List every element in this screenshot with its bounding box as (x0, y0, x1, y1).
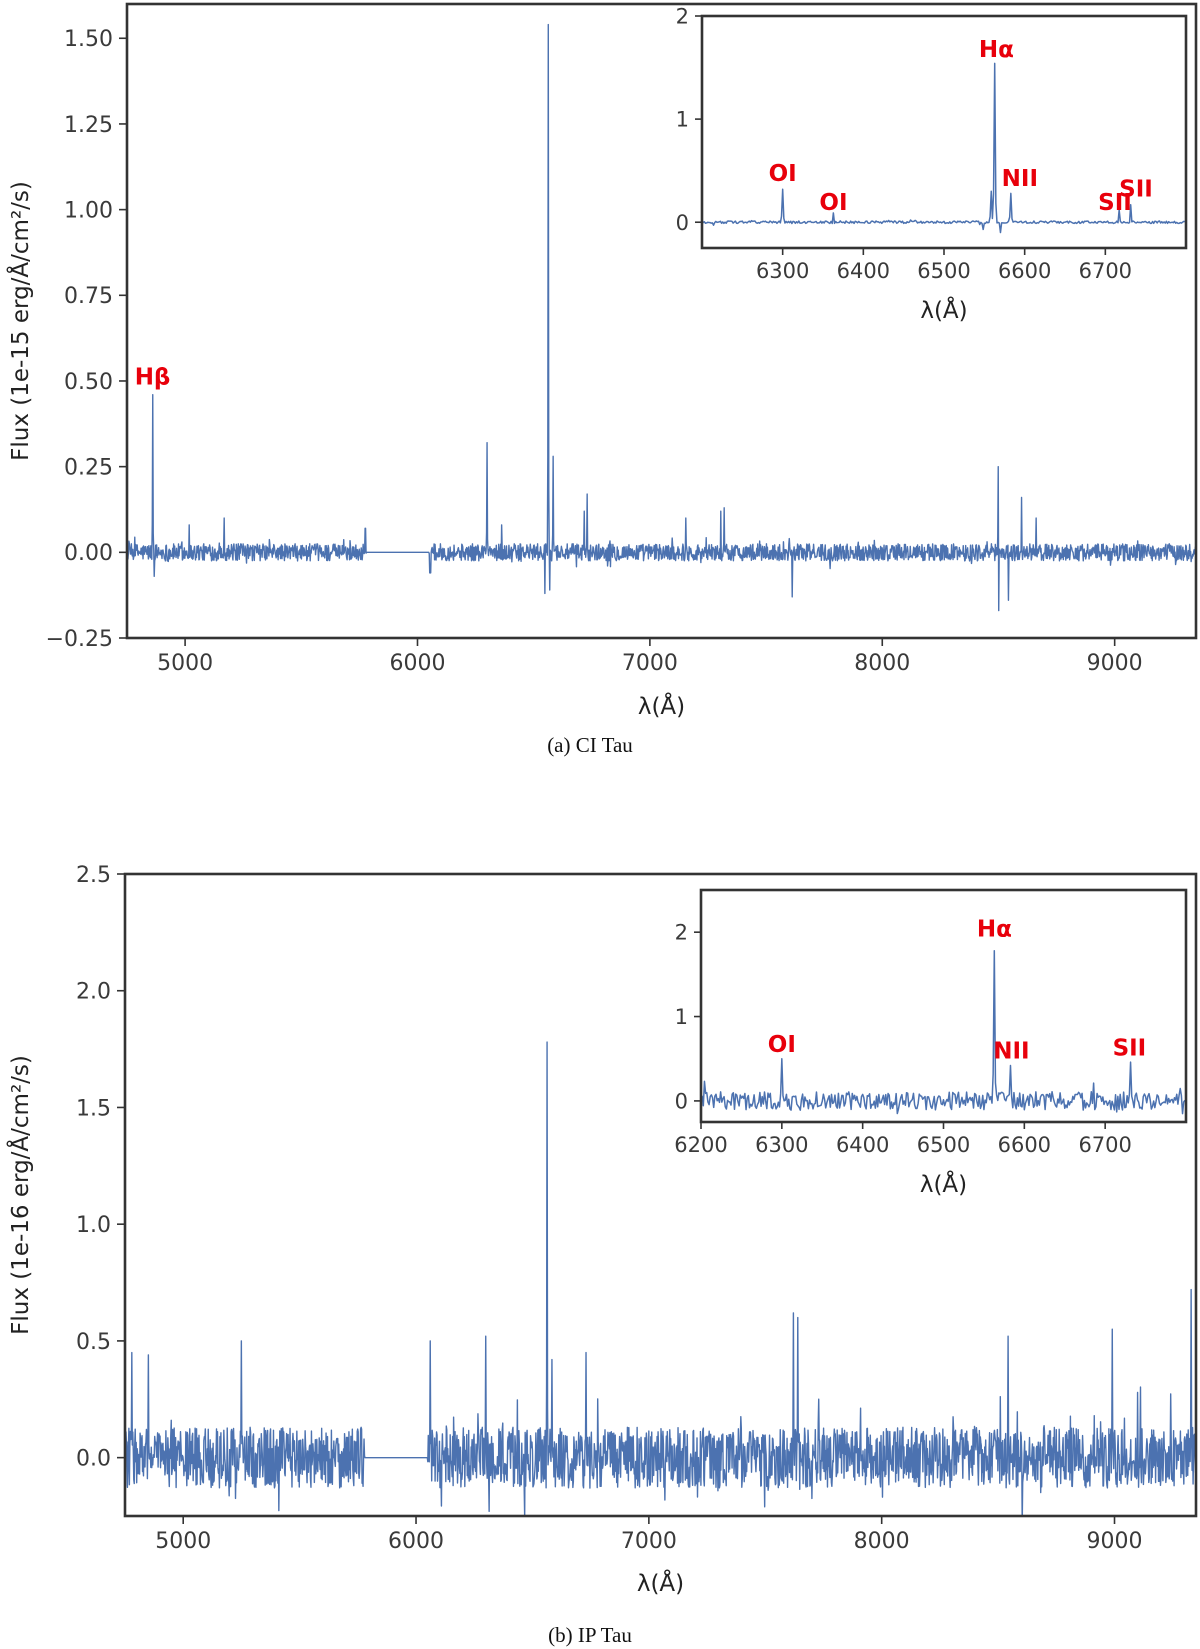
x-tick-label: 6000 (388, 1529, 444, 1554)
line-annotation: SII (1113, 1035, 1147, 1061)
y-tick-label: 0.50 (64, 370, 113, 395)
y-tick-label: 2.5 (76, 863, 111, 888)
spectrum-line (701, 949, 1186, 1115)
spectrum-line (127, 23, 1196, 612)
x-tick-label: 7000 (621, 1529, 677, 1554)
inset-x-axis-label: λ(Å) (920, 296, 967, 324)
y-tick-label: 2 (675, 921, 688, 945)
x-tick-label: 6300 (756, 259, 809, 283)
spectrum-line (702, 62, 1185, 234)
x-tick-label: 6500 (917, 1133, 970, 1157)
x-tick-label: 6600 (998, 259, 1051, 283)
plot-frame (125, 2, 1198, 640)
y-tick-label: 1.0 (76, 1213, 111, 1238)
x-axis-label: λ(Å) (637, 1569, 684, 1597)
line-annotation: SII (1119, 176, 1153, 202)
x-tick-label: 6500 (917, 259, 970, 283)
plot-frame (123, 872, 1198, 1518)
panel-ip-tau: 5000 6000 7000 8000 9000 0.0 0.5 1.0 1.5 2.0 2.5 λ(… (6, 863, 1198, 1597)
caption-ip-tau: (b) IP Tau (548, 1623, 632, 1647)
x-tick-label: 9000 (1087, 1529, 1143, 1554)
y-tick-label: 1 (675, 1005, 688, 1029)
y-tick-label: −0.25 (46, 627, 113, 652)
x-tick-label: 6300 (755, 1133, 808, 1157)
y-tick-label: 2 (676, 5, 689, 29)
y-tick-label: 0.5 (76, 1330, 111, 1355)
x-tick-label: 5000 (157, 651, 213, 676)
line-annotation: OI (769, 161, 797, 187)
y-tick-label: 0.00 (64, 541, 113, 566)
y-tick-label: 0.0 (76, 1447, 111, 1472)
x-tick-label: 8000 (854, 1529, 910, 1554)
x-tick-label: 8000 (854, 651, 910, 676)
caption-ci-tau: (a) CI Tau (547, 733, 633, 757)
y-axis-label: Flux (1e-15 erg/Å/cm²/s) (6, 181, 34, 461)
x-tick-label: 6400 (836, 1133, 889, 1157)
x-tick-label: 6700 (1078, 1133, 1131, 1157)
x-tick-label: 9000 (1087, 651, 1143, 676)
y-tick-label: 1.50 (64, 27, 113, 52)
y-axis-label: Flux (1e-16 erg/Å/cm²/s) (6, 1055, 34, 1335)
panel-ci-tau: 5000 6000 7000 8000 9000 −0.25 0.00 0.25 0.50 0.7… (6, 2, 1198, 720)
line-annotation: OI (819, 190, 847, 216)
y-tick-label: 1.5 (76, 1096, 111, 1121)
x-tick-label: 6700 (1079, 259, 1132, 283)
y-tick-label: 0.25 (64, 456, 113, 481)
inset-x-axis-label: λ(Å) (920, 1170, 967, 1198)
y-tick-label: 0.75 (64, 284, 113, 309)
inset-background (702, 16, 1186, 248)
x-tick-label: 5000 (155, 1529, 211, 1554)
x-tick-label: 7000 (622, 651, 678, 676)
y-tick-label: 1.25 (64, 113, 113, 138)
line-annotation: Hα (979, 37, 1014, 63)
inset-background (701, 890, 1186, 1122)
x-axis-label: λ(Å) (638, 692, 685, 720)
y-tick-label: 2.0 (76, 980, 111, 1005)
y-tick-label: 0 (675, 1089, 688, 1113)
spectrum-line (125, 1041, 1196, 1516)
line-annotation: OI (768, 1032, 796, 1058)
line-annotation: NII (1002, 166, 1038, 192)
x-tick-label: 6000 (389, 651, 445, 676)
line-annotation: Hα (977, 916, 1012, 942)
x-tick-label: 6200 (674, 1133, 727, 1157)
y-tick-label: 1 (676, 108, 689, 132)
x-tick-label: 6400 (837, 259, 890, 283)
line-annotation: SII (1098, 190, 1132, 216)
line-annotation: NII (993, 1039, 1029, 1065)
y-tick-label: 1.00 (64, 199, 113, 224)
line-annotation: Hβ (135, 364, 171, 390)
x-tick-label: 6600 (998, 1133, 1051, 1157)
y-tick-label: 0 (676, 211, 689, 235)
